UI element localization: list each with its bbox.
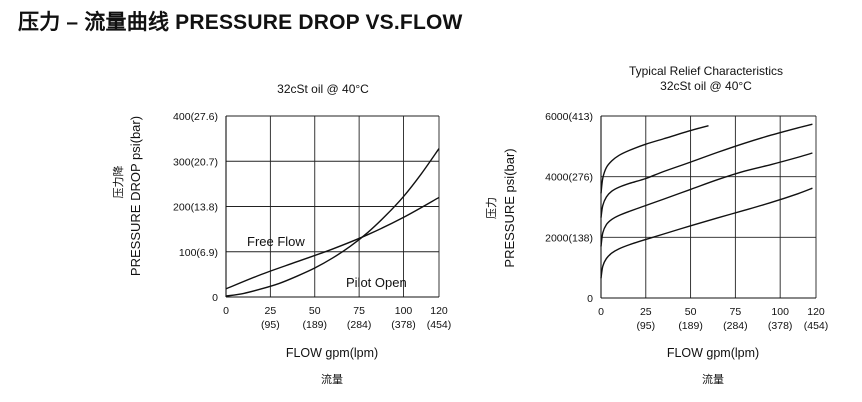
x-tick-label: 100 [771, 306, 789, 318]
x-tick-sublabel: (454) [427, 319, 452, 331]
y-tick-label: 100(6.9) [179, 247, 218, 259]
series-line-curve-4 [600, 125, 709, 194]
series-lines [225, 148, 440, 297]
y-tick-label: 200(13.8) [173, 202, 218, 214]
x-axis-label-cn: 流量 [702, 372, 724, 386]
x-tick-label: 0 [223, 305, 229, 317]
x-tick-sublabel: (189) [302, 319, 327, 331]
x-tick-sublabel: (378) [768, 320, 793, 332]
x-tick-sublabel: (284) [347, 319, 372, 331]
series-line-free-flow [225, 196, 440, 290]
y-tick-label: 6000(413) [545, 111, 593, 123]
x-axis-label-cn: 流量 [321, 372, 343, 386]
relief-characteristics-chart: Typical Relief Characteristics 32cSt oil… [485, 64, 828, 386]
axes [225, 116, 439, 298]
y-axis-label: PRESSURE DROP psi(bar) [128, 116, 143, 276]
y-axis-label-cn: 压力降 [111, 166, 125, 199]
x-ticks: 0 25 (95) 50 (189) 75 (284) 100 (378) 120 (454) [223, 305, 451, 331]
chart-subtitle: 32cSt oil @ 40°C [660, 79, 752, 93]
chart-title: Typical Relief Characteristics [629, 64, 783, 78]
series-label-free-flow: Free Flow [247, 234, 305, 249]
x-tick-label: 25 [640, 306, 652, 318]
x-tick-label: 75 [730, 306, 742, 318]
x-tick-label: 50 [685, 306, 697, 318]
series-line-pilot-open [225, 148, 440, 297]
grid [601, 115, 817, 298]
x-tick-sublabel: (189) [678, 320, 703, 332]
grid [226, 115, 440, 297]
y-tick-label: 300(20.7) [173, 156, 218, 168]
axes [600, 116, 816, 299]
page-title: 压力 – 流量曲线 PRESSURE DROP VS.FLOW [18, 11, 463, 34]
x-tick-sublabel: (95) [261, 319, 280, 331]
y-tick-label: 2000(138) [545, 232, 593, 244]
y-tick-label: 0 [212, 292, 218, 304]
y-tick-label: 4000(276) [545, 172, 593, 184]
y-tick-label: 0 [587, 293, 593, 305]
y-axis-label: PRESSURE psi(bar) [502, 148, 517, 267]
x-axis-label: FLOW gpm(lpm) [286, 346, 378, 360]
y-ticks: 0 2000(138) 4000(276) 6000(413) [545, 111, 593, 305]
x-tick-sublabel: (378) [391, 319, 416, 331]
y-tick-label: 400(27.6) [173, 111, 218, 123]
x-ticks: 0 25 (95) 50 (189) 75 (284) 100 (378) 120 (454) [598, 306, 828, 332]
x-tick-sublabel: (95) [636, 320, 655, 332]
series-lines [600, 123, 813, 279]
series-label-pilot-open: Pilot Open [346, 275, 407, 290]
x-tick-label: 120 [807, 306, 825, 318]
x-tick-label: 120 [430, 305, 448, 317]
y-axis-label-cn: 压力 [485, 197, 498, 219]
y-ticks: 0 100(6.9) 200(13.8) 300(20.7) 400(27.6) [173, 111, 218, 304]
x-tick-label: 100 [395, 305, 413, 317]
pressure-drop-chart: 32cSt oil @ 40°C 0 25 (95) 50 (189) 75 (284) 10… [111, 82, 451, 386]
series-line-curve-1 [600, 187, 813, 279]
x-tick-label: 75 [353, 305, 365, 317]
x-tick-label: 25 [265, 305, 277, 317]
series-line-curve-2 [600, 152, 813, 247]
x-tick-label: 50 [309, 305, 321, 317]
x-tick-label: 0 [598, 306, 604, 318]
chart-title: 32cSt oil @ 40°C [277, 82, 369, 96]
x-axis-label: FLOW gpm(lpm) [667, 346, 759, 360]
x-tick-sublabel: (454) [804, 320, 829, 332]
x-tick-sublabel: (284) [723, 320, 748, 332]
series-line-curve-3 [600, 123, 813, 218]
